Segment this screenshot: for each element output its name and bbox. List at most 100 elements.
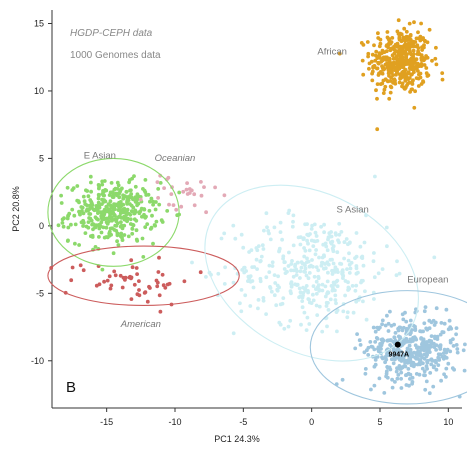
data-point: [332, 282, 337, 287]
data-point: [295, 269, 299, 274]
data-point: [335, 250, 340, 255]
data-point: [366, 353, 371, 357]
data-point: [390, 385, 395, 390]
data-point: [73, 222, 78, 227]
data-point: [404, 72, 408, 77]
data-point: [350, 284, 355, 288]
data-point: [380, 356, 385, 361]
group-s-asian: [190, 174, 437, 336]
data-point: [390, 53, 395, 58]
data-point: [340, 270, 345, 275]
data-point: [89, 180, 93, 185]
data-point: [398, 31, 403, 36]
data-point: [431, 384, 436, 389]
data-point: [354, 231, 359, 235]
data-point: [393, 380, 397, 384]
data-point: [255, 267, 259, 271]
group-american: [49, 255, 203, 314]
data-point: [177, 190, 182, 195]
data-point: [294, 273, 299, 277]
data-point: [119, 209, 124, 214]
data-point: [436, 363, 441, 367]
data-point: [89, 218, 94, 223]
data-point: [125, 207, 130, 212]
data-point: [367, 61, 372, 66]
data-point: [80, 205, 85, 210]
data-point: [404, 383, 409, 387]
data-point: [353, 288, 358, 293]
data-point: [434, 45, 438, 50]
data-point: [410, 351, 414, 356]
data-point: [112, 228, 117, 232]
data-point: [404, 29, 409, 34]
data-point: [87, 216, 91, 220]
data-point: [383, 55, 388, 60]
data-point: [440, 354, 445, 359]
data-point: [313, 239, 318, 244]
data-point: [334, 301, 338, 306]
data-point: [129, 297, 134, 301]
data-point: [362, 240, 367, 245]
data-point: [432, 323, 437, 327]
data-point: [424, 56, 428, 60]
data-point: [427, 391, 432, 396]
data-point: [443, 350, 448, 355]
data-point: [322, 253, 326, 258]
data-point: [272, 225, 277, 230]
data-point: [313, 230, 318, 235]
data-point: [376, 60, 380, 65]
data-point: [331, 261, 336, 266]
data-point: [392, 335, 397, 340]
data-point: [358, 343, 363, 347]
data-point: [428, 371, 433, 375]
data-point: [351, 310, 356, 315]
data-point: [364, 317, 369, 322]
data-point: [377, 376, 382, 381]
data-point: [316, 268, 321, 273]
x-tick-label: 5: [377, 417, 382, 427]
data-point: [376, 31, 380, 36]
data-point: [267, 263, 272, 268]
data-point: [264, 211, 269, 216]
data-point: [333, 270, 338, 274]
data-point: [146, 192, 151, 197]
group-oceanian: [138, 173, 227, 215]
data-point: [384, 49, 389, 54]
data-point: [343, 279, 348, 283]
data-point: [336, 238, 340, 243]
data-point: [354, 266, 359, 271]
data-point: [375, 82, 380, 86]
data-point: [419, 360, 424, 365]
data-point: [372, 297, 376, 301]
data-point: [398, 325, 403, 330]
data-point: [399, 376, 403, 381]
data-point: [129, 276, 133, 281]
data-point: [378, 56, 383, 60]
data-point: [165, 209, 170, 213]
data-point: [155, 284, 160, 289]
data-point: [328, 297, 333, 302]
data-point: [101, 217, 106, 222]
data-point: [323, 294, 328, 299]
data-point: [451, 344, 456, 348]
data-point: [422, 356, 427, 361]
data-point: [429, 357, 433, 362]
data-point: [442, 321, 447, 326]
data-point: [90, 234, 95, 239]
data-point: [324, 300, 329, 305]
data-point: [282, 326, 287, 331]
data-point: [298, 276, 302, 280]
data-point: [198, 270, 203, 275]
data-point: [283, 271, 288, 275]
data-point: [390, 36, 395, 40]
data-point: [262, 228, 266, 233]
data-point: [347, 241, 352, 245]
data-point: [306, 259, 311, 264]
data-point: [439, 321, 444, 325]
data-point: [149, 196, 154, 201]
data-point: [100, 202, 104, 207]
data-point: [134, 266, 139, 270]
data-point: [398, 65, 403, 70]
data-point: [307, 322, 312, 326]
data-point: [403, 364, 408, 369]
